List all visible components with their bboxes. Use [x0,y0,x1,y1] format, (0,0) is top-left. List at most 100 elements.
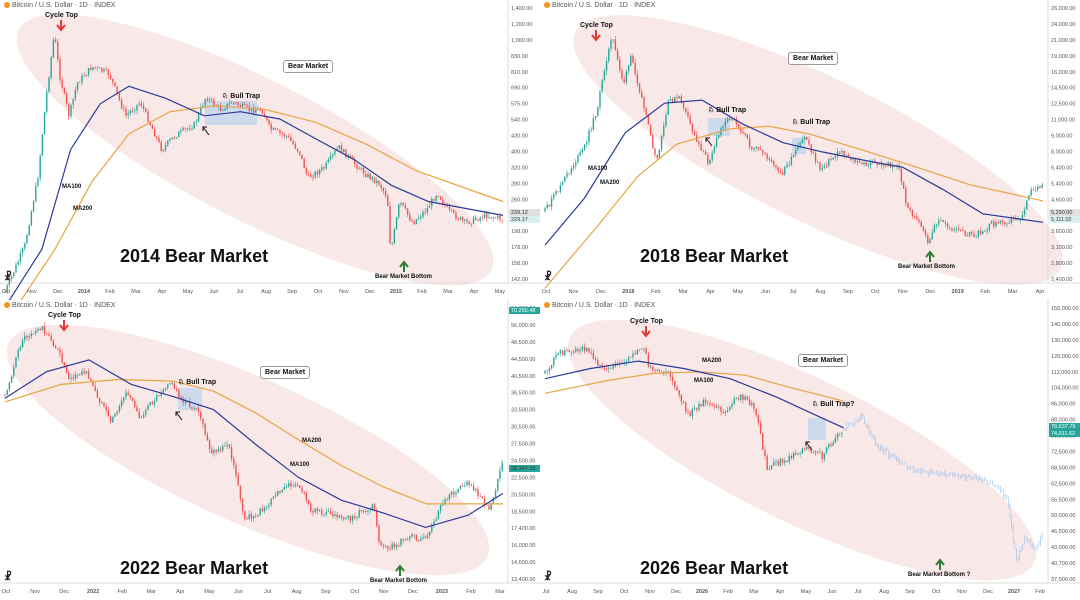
x-tick-label: Sep [843,289,853,295]
chart-svg: 26,000.00 24,000.00 21,000.00 19,000.00 16,0… [540,0,1080,295]
chart-header: Bitcoin / U.S. Dollar · 1D · INDEX [544,2,655,9]
y-tick-label: 19,000.00 [1051,54,1075,60]
y-tick-label: 158.00 [511,261,528,267]
y-tick-label: 62,500.00 [1051,481,1075,487]
y-tick-label: 1,000.00 [511,38,532,44]
x-tick-label: Dec [408,589,418,595]
y-tick-label: 33,500.00 [511,408,535,414]
x-tick-label: Nov [30,589,40,595]
y-tick-label: 1,400.00 [511,6,532,12]
y-tick-label: 14,600.00 [511,560,535,566]
symbol-label: Bitcoin / U.S. Dollar · 1D · INDEX [552,2,656,9]
x-tick-label: Nov [27,289,37,295]
x-tick-label: Jun [761,289,770,295]
symbol-label: Bitcoin / U.S. Dollar · 1D · INDEX [12,2,116,9]
bottom-arrow-icon [925,250,935,262]
price-tag: 5,111.02 [1051,217,1072,223]
y-tick-label: 112,000.00 [1051,370,1078,376]
price-tag: 5,290.00 [1051,210,1072,216]
y-tick-label: 13,400.00 [511,577,535,583]
symbol-label: Bitcoin / U.S. Dollar · 1D · INDEX [552,302,656,309]
x-tick-label: Oct [932,589,941,595]
x-tick-label: Nov [569,289,579,295]
y-tick-label: 260.00 [511,197,528,203]
x-tick-label: Aug [567,589,577,595]
ma200-line [544,125,1044,289]
x-tick-label: Feb [117,589,126,595]
y-tick-label: 3,100.00 [1051,245,1072,251]
chart-title: 2018 Bear Market [640,246,789,266]
y-tick-label: 2,800.00 [1051,261,1072,267]
x-tick-label: Mar [495,589,505,595]
bull-trap-text: Bull Trap [800,119,831,126]
x-tick-label: Feb [651,289,660,295]
bear-market-zone [16,14,494,286]
price-tag-bg [1049,423,1080,430]
y-axis-ticks: 1,400.00 1,200.00 1,000.00 830.00 810.00 690.… [511,6,532,283]
y-tick-label: 810.00 [511,70,528,76]
x-tick-label: Oct [314,289,323,295]
x-tick-label: May [733,289,744,295]
price-tag: 78,637.79 [1051,424,1075,430]
y-tick-label: 104,000.00 [1051,386,1079,392]
y-tick-label: 280.00 [511,181,528,187]
x-tick-label: Feb [417,289,426,295]
y-axis-ticks: 64,000.0056,000.0048,500.0044,500.0040,5… [511,306,535,583]
x-tick-label: Dec [53,289,63,295]
bull-icon: ♘ [222,93,231,100]
x-tick-label: Nov [898,289,908,295]
chart-svg: 150,000.00 140,000.00 130,000.00 120,000.00… [540,300,1080,595]
cycle-top-label: Cycle Top [48,312,81,319]
ma200-line [4,378,503,505]
y-tick-label: 40,500.00 [511,374,535,380]
y-tick-label: 690.00 [511,86,528,92]
x-tick-label: May [183,289,194,295]
bear-market-bottom-label: Bear Market Bottom ? [908,572,971,578]
ma100-line [544,360,844,429]
bull-trap-label: ♘ Bull Trap [178,378,216,386]
x-tick-label: 2018 [622,289,634,295]
x-tick-label: 2014 [78,289,91,295]
x-tick-label: May [204,589,215,595]
x-tick-label: Aug [292,589,302,595]
x-tick-label: Mar [749,589,759,595]
y-tick-label: 68,500.00 [1051,465,1075,471]
y-tick-label: 48,500.00 [511,340,535,346]
y-tick-label: 16,000.00 [511,543,535,549]
y-tick-label: 5,400.00 [1051,181,1072,187]
cycle-top-label: Cycle Top [580,22,613,29]
bull-trap-zone [708,118,730,136]
tradingview-logo-icon: ☧ [544,272,552,283]
y-tick-label: 12,500.00 [1051,102,1075,108]
y-tick-label: 26,000.00 [1051,6,1075,12]
bull-trap-text: Bull Trap [716,107,747,114]
y-axis-ticks: 150,000.00 140,000.00 130,000.00 120,000.00… [1051,306,1079,583]
price-tag-bg [509,209,540,216]
cycle-top-arrow-icon [56,20,66,32]
price-tag-bg [509,307,540,314]
chart-header: Bitcoin / U.S. Dollar · 1D · INDEX [4,2,115,9]
y-tick-label: 37,000.00 [1051,577,1075,583]
x-tick-label: Sep [287,289,297,295]
price-tag-bg [509,216,540,223]
ma100-label: MA100 [694,378,714,384]
x-tick-label: Mar [131,289,141,295]
y-tick-label: 72,500.00 [1051,449,1075,455]
bitcoin-icon [4,2,10,9]
x-tick-label: May [495,289,506,295]
cycle-top-arrow-icon [59,320,69,332]
x-tick-label: Jun [210,289,219,295]
x-tick-label: 2015 [390,289,402,295]
x-tick-label: Mar [443,289,453,295]
bull-trap-arrow-icon [175,411,183,421]
x-tick-label: 2027 [1008,589,1020,595]
cycle-top-label: Cycle Top [45,12,78,19]
x-tick-label: Jun [828,589,837,595]
bull-trap-arrow-icon [202,126,210,136]
y-tick-label: 44,500.00 [511,357,535,363]
bear-market-callout: Bear Market [788,52,839,65]
bear-market-bottom-label: Bear Market Bottom [370,578,428,584]
y-tick-label: 130,000.00 [1051,338,1079,344]
ma200-label: MA200 [73,206,93,212]
x-tick-label: Feb [1035,589,1044,595]
